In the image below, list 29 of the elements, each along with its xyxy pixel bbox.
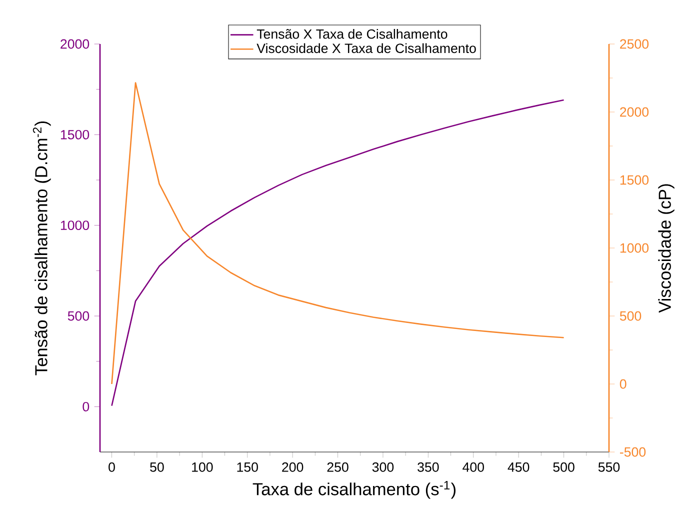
x-tick-label: 450 [508, 462, 530, 472]
y2-tick-label: 500 [620, 311, 642, 321]
legend-label: Tensão X Taxa de Cisalhamento [256, 28, 448, 39]
x-tick-label: 300 [372, 462, 394, 472]
y-tick-label: 2000 [60, 39, 90, 49]
y2-tick-label: 2500 [620, 39, 649, 49]
x-tick-label: 100 [192, 462, 213, 472]
x-tick-label: 150 [237, 462, 258, 472]
x-tick-label: 0 [108, 462, 115, 472]
y2-tick-label: 1000 [620, 243, 649, 253]
y2-tick-label: 2000 [620, 107, 649, 117]
y-tick-label: 1500 [60, 130, 90, 140]
x-tick-label: 400 [462, 462, 484, 472]
y-tick-label: 1000 [60, 220, 90, 230]
x-tick-label: 250 [327, 462, 348, 472]
y-axis-title: Tensão de cisalhamento (D.cm$^{-2}$) [32, 121, 51, 376]
x-tick-label: 550 [598, 462, 620, 472]
y2-tick-label: 1500 [620, 175, 649, 185]
y2-axis-title: Viscosidade (cP) [658, 184, 674, 313]
y-tick-label: 0 [82, 402, 90, 412]
x-tick-label: 500 [553, 462, 574, 472]
x-tick-label: 200 [282, 462, 304, 472]
legend-label: Viscosidade X Taxa de Cisalhamento [256, 43, 476, 54]
y-tick-label: 500 [68, 311, 90, 321]
x-axis-title: Taxa de cisalhamento (s$^{-1}$) [252, 481, 456, 499]
y2-tick-label: -500 [620, 447, 646, 457]
x-tick-label: 50 [150, 462, 164, 472]
x-tick-label: 350 [418, 462, 439, 472]
y2-tick-label: 0 [620, 379, 626, 389]
